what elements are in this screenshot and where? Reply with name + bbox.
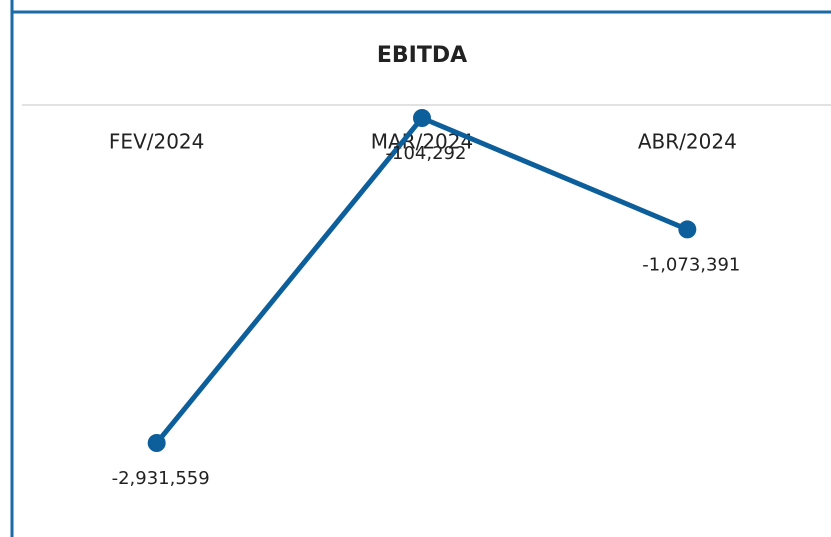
data-label: -1,073,391 [642,254,740,275]
marker [413,109,431,127]
x-tick-label: ABR/2024 [638,130,737,154]
data-label: -2,931,559 [112,468,210,489]
marker [147,434,166,452]
data-label: -104,292 [386,143,467,164]
marker [678,220,697,239]
chart-title: EBITDA [377,43,467,68]
x-tick-label: FEV/2024 [109,130,204,154]
